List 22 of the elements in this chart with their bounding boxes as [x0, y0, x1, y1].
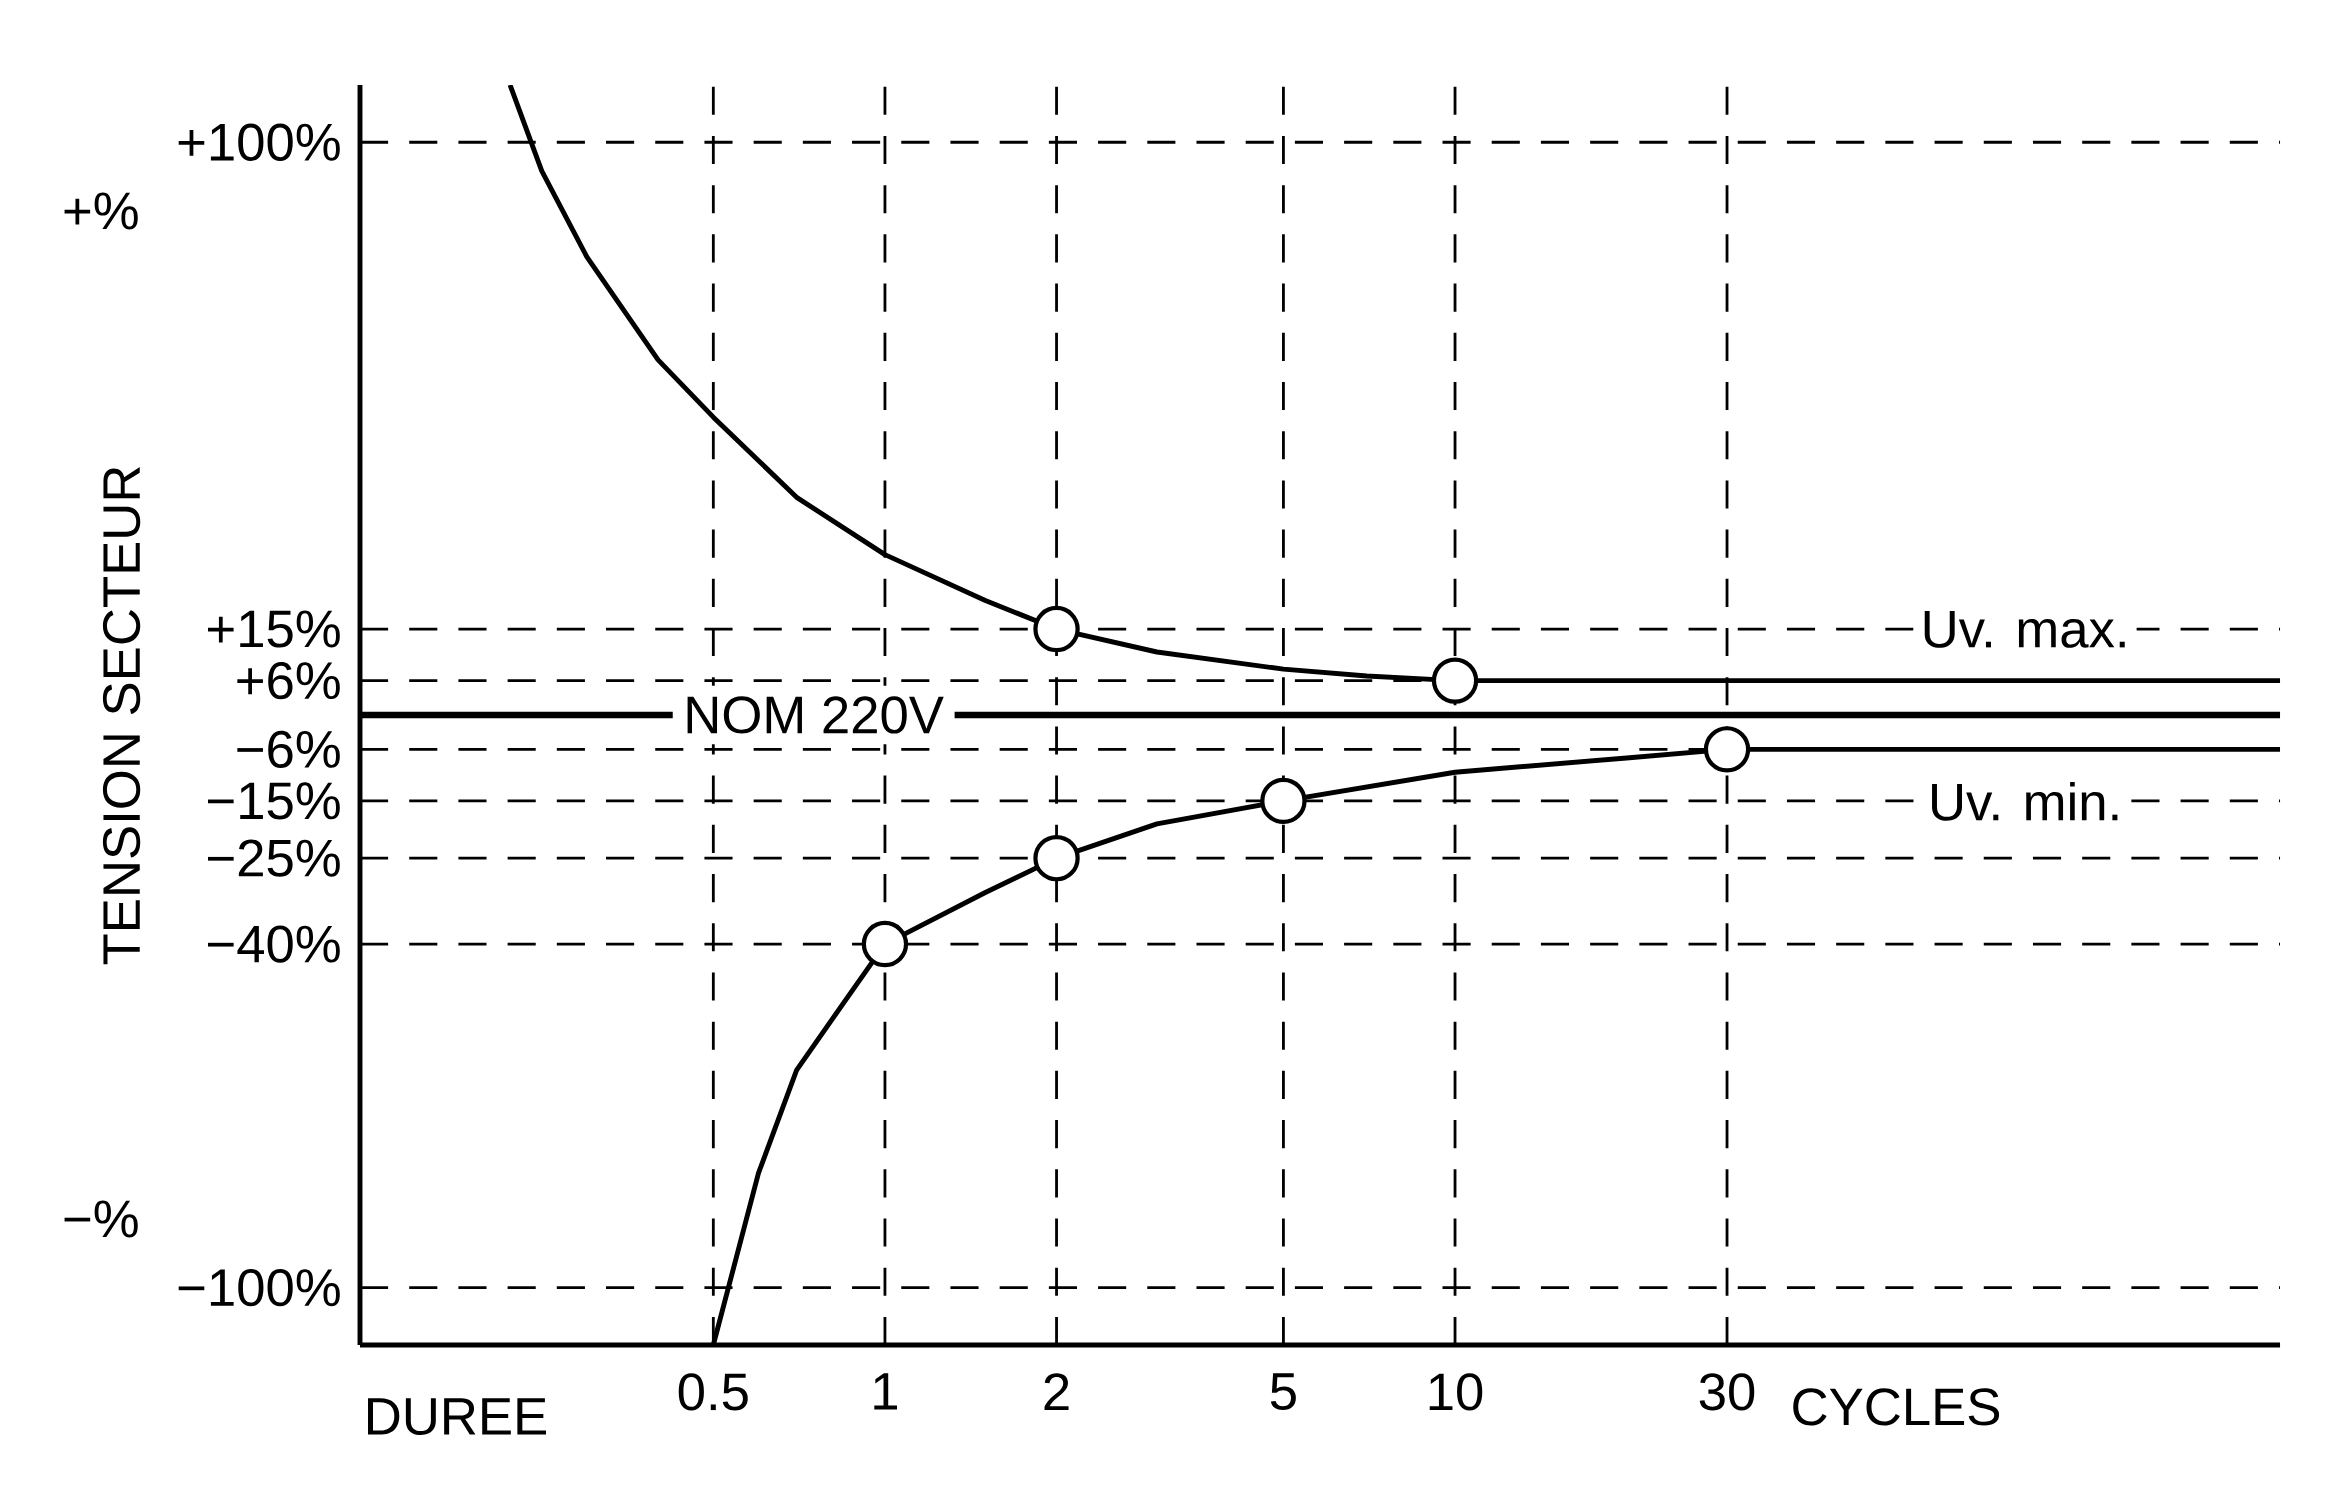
x-tick-label: 10 [1429, 1373, 1483, 1411]
ref-line-label: NOM 220V [687, 696, 944, 734]
text: DUREE [368, 1398, 546, 1436]
x-tick-label: 1 [874, 1373, 898, 1410]
y-tick-label: +6% [237, 661, 340, 700]
text: −% [64, 1200, 138, 1238]
y-tick-label: −25% [208, 839, 340, 877]
series-label: Uv. max. [1924, 611, 2125, 648]
x-axis-title: CYCLES [1793, 1388, 2000, 1426]
x-tick-label: 5 [1270, 1373, 1296, 1411]
series-label: Uv. min. [1932, 782, 2118, 821]
y-tick-label: −100% [178, 1269, 340, 1307]
y-tick-label: −40% [208, 925, 340, 963]
y-tick-label: +100% [178, 123, 340, 161]
x-tick-label: 2 [1044, 1373, 1069, 1411]
x-tick-label: 0.5 [678, 1373, 748, 1411]
y-tick-label: −6% [237, 730, 340, 768]
y-axis-title: TENSION SECTEUR [102, 467, 141, 965]
y-tick-label: +15% [208, 610, 340, 648]
y-tick-label: −15% [208, 782, 340, 820]
x-tick-label: 30 [1699, 1373, 1755, 1411]
text: +% [64, 192, 138, 230]
